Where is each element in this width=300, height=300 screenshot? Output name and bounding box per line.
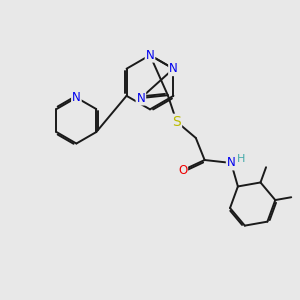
Text: H: H — [237, 154, 246, 164]
Text: N: N — [227, 157, 236, 169]
Text: N: N — [146, 49, 154, 62]
Text: O: O — [178, 164, 187, 177]
Text: N: N — [136, 92, 145, 105]
Text: S: S — [172, 115, 181, 129]
Text: N: N — [72, 91, 81, 104]
Text: N: N — [169, 62, 178, 75]
